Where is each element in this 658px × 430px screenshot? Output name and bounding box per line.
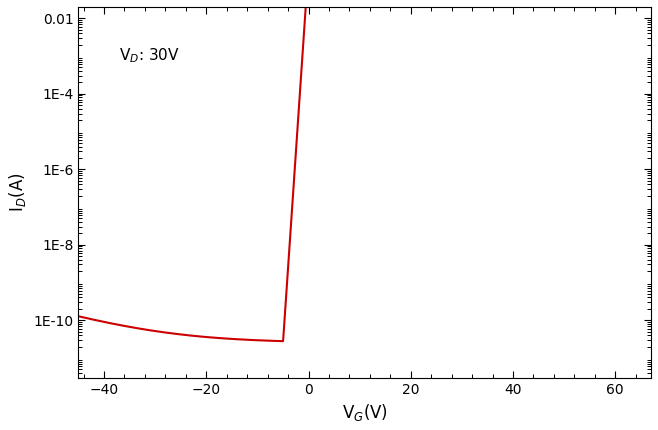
Text: V$_{D}$: 30V: V$_{D}$: 30V: [119, 47, 180, 65]
X-axis label: V$_{G}$(V): V$_{G}$(V): [342, 402, 388, 423]
Y-axis label: I$_{D}$(A): I$_{D}$(A): [7, 172, 28, 212]
